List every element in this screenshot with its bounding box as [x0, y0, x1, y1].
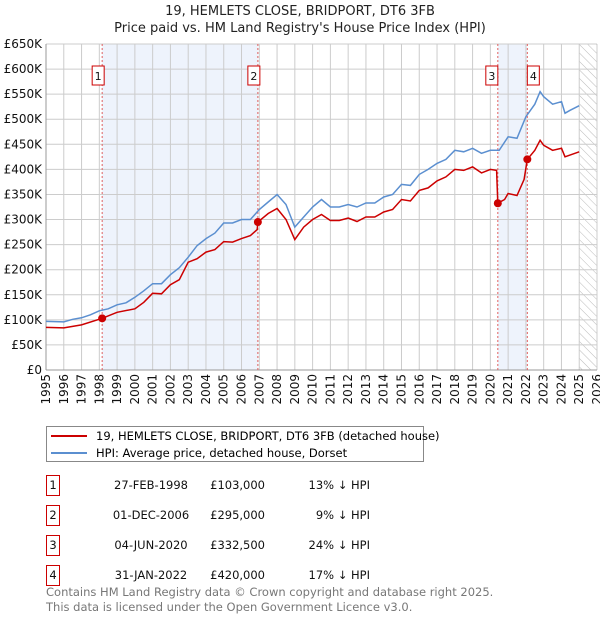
- x-tick-label: 2024: [555, 374, 569, 405]
- sale-hpi-diff: 13% ↓ HPI: [308, 478, 370, 492]
- sale-label: 3: [488, 70, 495, 83]
- y-tick-label: £450K: [4, 137, 44, 151]
- hpi-line: [45, 90, 580, 323]
- y-tick-label: £550K: [4, 87, 44, 101]
- y-tick-label: £500K: [4, 112, 44, 126]
- legend-label: 19, HEMLETS CLOSE, BRIDPORT, DT6 3FB (de…: [96, 429, 440, 443]
- x-tick-label: 2001: [146, 374, 160, 405]
- legend-item-property: 19, HEMLETS CLOSE, BRIDPORT, DT6 3FB (de…: [51, 428, 440, 444]
- sale-marker-box: 2: [46, 505, 60, 526]
- x-tick-label: 2005: [217, 374, 231, 405]
- x-tick-label: 2018: [448, 374, 462, 405]
- x-tick-label: 2003: [181, 374, 195, 405]
- sale-label: 2: [250, 70, 257, 83]
- footer-line-1: Contains HM Land Registry data © Crown c…: [46, 585, 494, 599]
- sale-label-box: [91, 65, 105, 86]
- property-price-line: [45, 138, 580, 329]
- chart-subtitle: Price paid vs. HM Land Registry's House …: [114, 21, 486, 36]
- y-tick-label: £200K: [4, 263, 44, 277]
- sales-row: 3 04-JUN-2020 £332,500 24% ↓ HPI: [46, 535, 446, 556]
- sales-row: 4 31-JAN-2022 £420,000 17% ↓ HPI: [46, 565, 446, 586]
- sale-hpi-diff: 17% ↓ HPI: [308, 568, 370, 582]
- x-tick-label: 2021: [501, 374, 515, 405]
- y-tick-label: £300K: [4, 213, 44, 227]
- x-tick-label: 1996: [57, 374, 71, 405]
- sale-hpi-diff: 9% ↓ HPI: [315, 508, 370, 522]
- sale-label-box: [247, 65, 261, 86]
- x-tick-label: 2025: [572, 374, 586, 405]
- y-tick-label: £150K: [4, 288, 44, 302]
- x-tick-label: 1995: [39, 374, 53, 405]
- x-tick-label: 2026: [590, 374, 600, 405]
- x-tick-label: 2009: [288, 374, 302, 405]
- sale-point: [253, 218, 262, 227]
- footer-line-2: This data is licensed under the Open Gov…: [46, 600, 413, 614]
- sale-point: [493, 199, 502, 208]
- x-tick-label: 2023: [537, 374, 551, 405]
- sale-label-box: [526, 65, 540, 86]
- x-tick-label: 2010: [306, 374, 320, 405]
- x-tick-label: 2015: [395, 374, 409, 405]
- chart-title: 19, HEMLETS CLOSE, BRIDPORT, DT6 3FB: [165, 4, 435, 19]
- x-tick-label: 2022: [519, 374, 533, 405]
- sale-hpi-diff: 24% ↓ HPI: [308, 538, 370, 552]
- x-tick-label: 2007: [252, 374, 266, 405]
- x-tick-label: 2019: [466, 374, 480, 405]
- sale-price: £332,500: [210, 538, 265, 552]
- x-tick-label: 2012: [341, 374, 355, 405]
- sale-date: 01-DEC-2006: [112, 508, 190, 522]
- sale-label: 4: [530, 70, 537, 83]
- y-tick-label: £400K: [4, 162, 44, 176]
- sale-date: 27-FEB-1998: [114, 478, 188, 492]
- sale-marker-box: 3: [46, 535, 60, 556]
- x-tick-label: 1997: [75, 374, 89, 405]
- shaded-period: [497, 44, 528, 370]
- sales-row: 2 01-DEC-2006 £295,000 9% ↓ HPI: [46, 505, 446, 526]
- y-tick-label: £50K: [11, 338, 43, 352]
- sale-label-box: [485, 65, 499, 86]
- y-tick-label: £100K: [4, 313, 44, 327]
- sale-date: 31-JAN-2022: [114, 568, 188, 582]
- x-tick-label: 2016: [412, 374, 426, 405]
- y-tick-label: £350K: [4, 187, 44, 201]
- sale-date: 04-JUN-2020: [114, 538, 188, 552]
- y-tick-label: £600K: [4, 62, 44, 76]
- sale-price: £295,000: [210, 508, 265, 522]
- x-tick-label: 1999: [110, 374, 124, 405]
- sale-marker-box: 1: [46, 475, 60, 496]
- legend-item-hpi: HPI: Average price, detached house, Dors…: [51, 445, 347, 461]
- x-tick-label: 2008: [270, 374, 284, 405]
- sale-point: [523, 155, 532, 164]
- x-tick-label: 2006: [235, 374, 249, 405]
- forecast-hatch: [579, 44, 597, 370]
- y-tick-label: £250K: [4, 238, 44, 252]
- sale-price: £420,000: [210, 568, 265, 582]
- price-chart: 1995 1996 1997 1998 1999 2000 2001 2002 2003 2004…: [4, 37, 600, 405]
- x-tick-label: 2020: [483, 374, 497, 405]
- legend-swatch-property: [51, 435, 87, 437]
- x-tick-label: 2011: [323, 374, 337, 405]
- legend-swatch-hpi: [51, 452, 87, 454]
- x-tick-label: 2000: [128, 374, 142, 405]
- x-tick-label: 2017: [430, 374, 444, 405]
- legend-label: HPI: Average price, detached house, Dors…: [96, 446, 348, 460]
- sales-row: 1 27-FEB-1998 £103,000 13% ↓ HPI: [46, 475, 446, 496]
- shaded-period: [102, 44, 258, 370]
- x-tick-label: 1998: [92, 374, 106, 405]
- x-tick-label: 2004: [199, 374, 213, 405]
- y-tick-label: £650K: [4, 37, 44, 51]
- sale-label: 1: [95, 70, 102, 83]
- sale-marker-box: 4: [46, 565, 60, 586]
- sale-price: £103,000: [210, 478, 265, 492]
- x-tick-label: 2013: [359, 374, 373, 405]
- legend: 19, HEMLETS CLOSE, BRIDPORT, DT6 3FB (de…: [46, 426, 440, 462]
- y-tick-label: £0: [27, 363, 42, 377]
- x-tick-label: 2002: [163, 374, 177, 405]
- x-tick-label: 2014: [377, 374, 391, 405]
- sale-point: [98, 314, 107, 323]
